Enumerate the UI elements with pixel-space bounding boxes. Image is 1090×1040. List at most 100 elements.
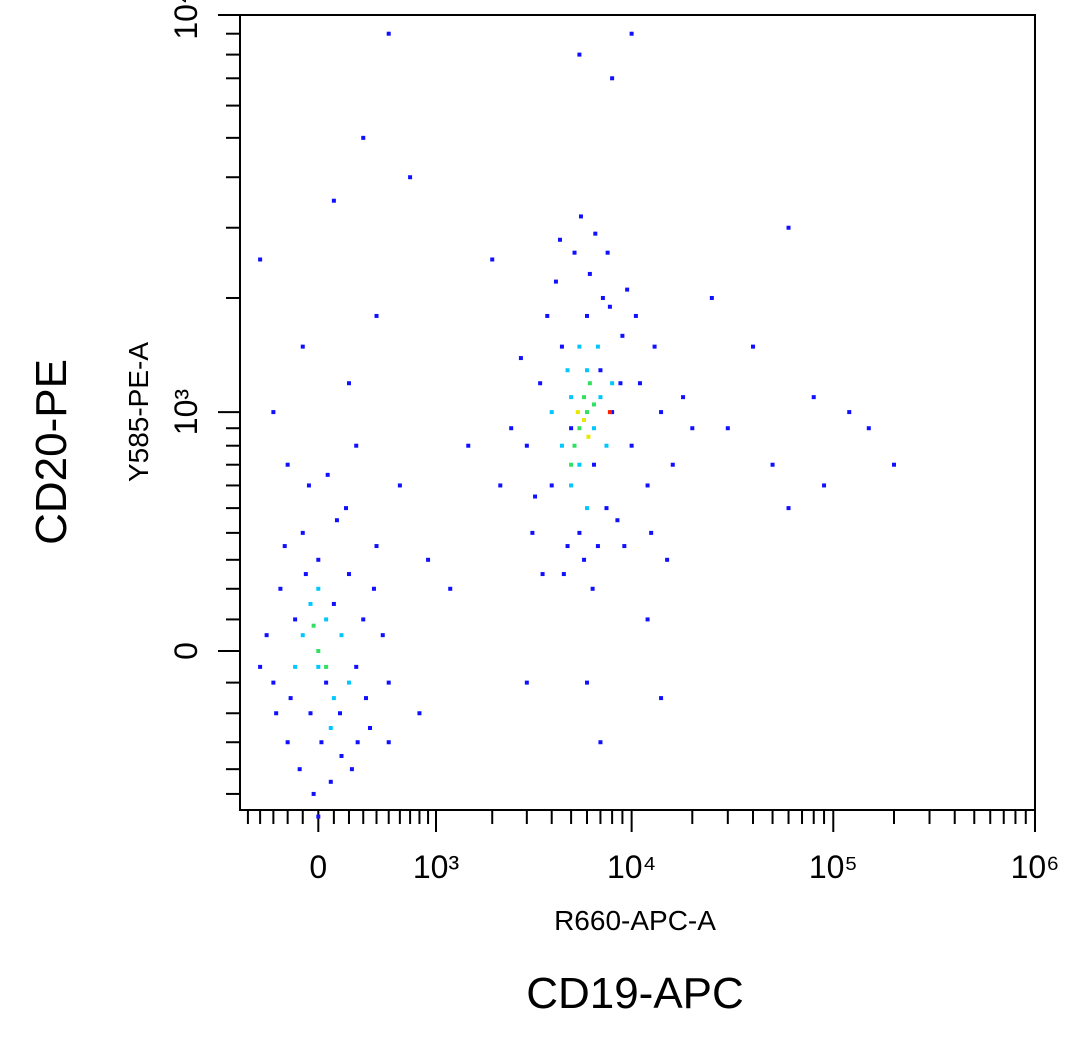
point bbox=[584, 680, 589, 685]
point bbox=[417, 711, 422, 716]
x-tick-label: 10³ bbox=[413, 849, 460, 885]
point bbox=[607, 410, 612, 415]
point bbox=[591, 402, 596, 407]
point bbox=[386, 680, 391, 685]
point bbox=[665, 557, 670, 562]
point bbox=[559, 344, 564, 349]
point bbox=[587, 271, 592, 276]
point bbox=[324, 617, 329, 622]
point bbox=[577, 344, 582, 349]
point bbox=[751, 344, 756, 349]
point bbox=[308, 711, 313, 716]
point bbox=[339, 633, 344, 638]
point bbox=[282, 544, 287, 549]
point bbox=[371, 586, 376, 591]
point bbox=[374, 313, 379, 318]
point bbox=[344, 506, 349, 511]
point bbox=[325, 472, 330, 477]
point bbox=[725, 426, 730, 431]
point bbox=[584, 506, 589, 511]
point bbox=[374, 544, 379, 549]
point bbox=[811, 395, 816, 400]
point bbox=[569, 483, 574, 488]
point bbox=[355, 740, 360, 745]
point bbox=[584, 410, 589, 415]
point bbox=[557, 237, 562, 242]
point bbox=[258, 257, 263, 262]
point bbox=[561, 572, 566, 577]
point bbox=[575, 410, 580, 415]
point bbox=[577, 52, 582, 57]
chart-subtitle: CD19-APC bbox=[526, 969, 744, 1018]
point bbox=[308, 601, 313, 606]
point bbox=[324, 664, 329, 669]
point bbox=[331, 696, 336, 701]
point bbox=[625, 287, 630, 292]
point bbox=[670, 462, 675, 467]
point bbox=[300, 633, 305, 638]
point bbox=[600, 295, 605, 300]
point bbox=[530, 530, 535, 535]
y-tick-label: 0 bbox=[168, 642, 204, 660]
point bbox=[337, 711, 342, 716]
point bbox=[620, 333, 625, 338]
point bbox=[892, 462, 897, 467]
point bbox=[645, 617, 650, 622]
point bbox=[598, 395, 603, 400]
point bbox=[598, 368, 603, 373]
point bbox=[605, 250, 610, 255]
point bbox=[293, 664, 298, 669]
point bbox=[659, 410, 664, 415]
point bbox=[610, 410, 615, 415]
point bbox=[346, 680, 351, 685]
point bbox=[316, 664, 321, 669]
point bbox=[339, 753, 344, 758]
point bbox=[847, 410, 852, 415]
point bbox=[569, 462, 574, 467]
point bbox=[587, 381, 592, 386]
point bbox=[593, 231, 598, 236]
point bbox=[386, 740, 391, 745]
point bbox=[584, 368, 589, 373]
point bbox=[346, 572, 351, 577]
point bbox=[380, 633, 385, 638]
point bbox=[637, 381, 642, 386]
point bbox=[545, 313, 550, 318]
point bbox=[316, 586, 321, 591]
point bbox=[582, 557, 587, 562]
point bbox=[303, 572, 308, 577]
point bbox=[822, 483, 827, 488]
point bbox=[346, 381, 351, 386]
y-axis-label: Y585-PE-A bbox=[123, 342, 154, 482]
point bbox=[652, 344, 657, 349]
point bbox=[466, 443, 471, 448]
point bbox=[866, 426, 871, 431]
point bbox=[448, 586, 453, 591]
point bbox=[328, 725, 333, 730]
x-axis-label: R660-APC-A bbox=[554, 905, 716, 936]
point bbox=[604, 506, 609, 511]
point bbox=[288, 696, 293, 701]
point bbox=[316, 557, 321, 562]
point bbox=[490, 257, 495, 262]
point bbox=[361, 617, 366, 622]
plot-frame bbox=[239, 14, 1036, 811]
point bbox=[300, 344, 305, 349]
point bbox=[615, 518, 620, 523]
x-tick-label: 10⁵ bbox=[809, 849, 858, 885]
point bbox=[577, 530, 582, 535]
point bbox=[306, 483, 311, 488]
point bbox=[334, 518, 339, 523]
point bbox=[408, 175, 413, 180]
point bbox=[271, 410, 276, 415]
point bbox=[274, 711, 279, 716]
point bbox=[591, 462, 596, 467]
point bbox=[498, 483, 503, 488]
point bbox=[659, 696, 664, 701]
point bbox=[311, 791, 316, 796]
y-tick-label: 10³ bbox=[168, 389, 204, 436]
point bbox=[569, 395, 574, 400]
point bbox=[590, 586, 595, 591]
point bbox=[331, 601, 336, 606]
y-tick-label: 10⁴ bbox=[168, 0, 204, 40]
